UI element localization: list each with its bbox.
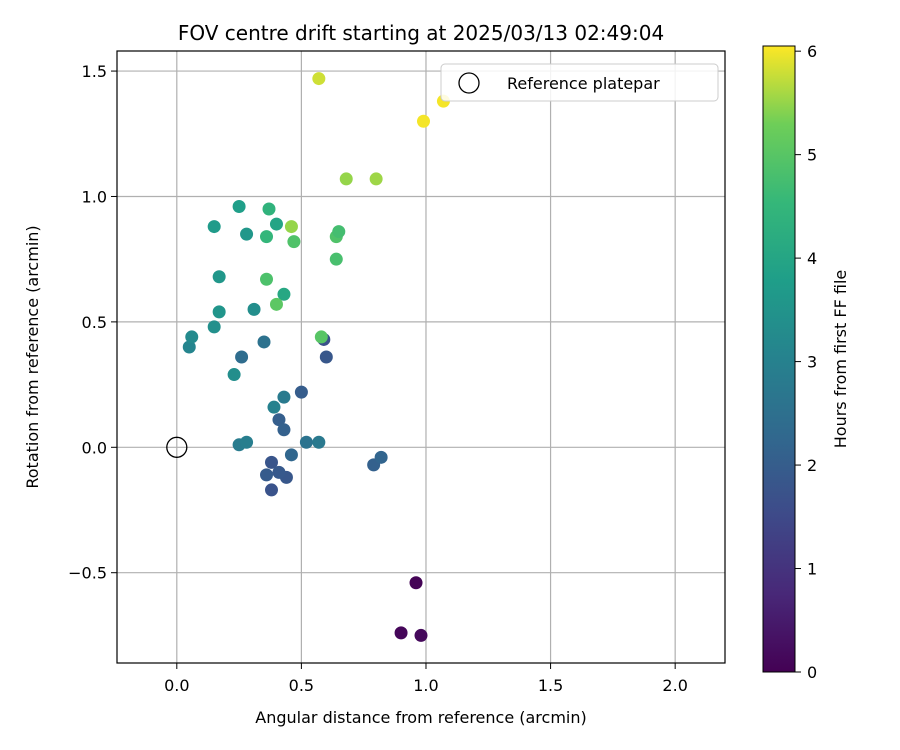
data-point xyxy=(264,455,278,469)
colorbar-gradient xyxy=(762,45,796,673)
data-point xyxy=(319,350,333,364)
data-point xyxy=(264,483,278,497)
data-point xyxy=(269,297,283,311)
data-point xyxy=(416,114,430,128)
y-tick-label: 1.0 xyxy=(82,187,107,206)
data-point xyxy=(284,220,298,234)
data-point xyxy=(212,270,226,284)
data-point xyxy=(269,217,283,231)
y-tick-label: 0.5 xyxy=(82,313,107,332)
x-axis-ticks: 0.0 0.5 1.0 1.5 2.0 xyxy=(164,663,688,695)
x-tick-label: 2.0 xyxy=(662,676,687,695)
data-point xyxy=(284,448,298,462)
legend-label-reference: Reference platepar xyxy=(507,74,660,93)
data-point xyxy=(227,368,241,382)
data-point xyxy=(329,252,343,266)
colorbar-label: Hours from first FF file xyxy=(831,270,850,449)
data-point xyxy=(207,320,221,334)
data-point xyxy=(312,72,326,86)
data-point xyxy=(262,202,276,216)
chart-title: FOV centre drift starting at 2025/03/13 … xyxy=(178,21,664,45)
data-point xyxy=(185,330,199,344)
reference-layer xyxy=(166,436,188,458)
legend-marker-open-circle-icon xyxy=(458,72,480,94)
colorbar-tick-label: 6 xyxy=(807,42,817,61)
data-point xyxy=(394,626,408,640)
data-point xyxy=(212,305,226,319)
data-point xyxy=(240,227,254,241)
x-axis-label: Angular distance from reference (arcmin) xyxy=(255,708,586,727)
data-point xyxy=(240,435,254,449)
data-point xyxy=(272,413,286,427)
data-point xyxy=(260,272,274,286)
reference-platepar-marker xyxy=(166,436,188,458)
data-point xyxy=(277,423,291,437)
data-point xyxy=(247,302,261,316)
y-tick-label: 1.5 xyxy=(82,62,107,81)
grid-lines xyxy=(117,51,725,663)
x-tick-label: 0.5 xyxy=(289,676,314,695)
legend-box xyxy=(440,63,719,102)
y-tick-label: 0.0 xyxy=(82,438,107,457)
data-point xyxy=(287,235,301,249)
data-points xyxy=(182,72,450,642)
colorbar-tick-label: 4 xyxy=(807,249,817,268)
colorbar-tick-label: 1 xyxy=(807,560,817,579)
data-point xyxy=(312,435,326,449)
colorbar: 0 1 2 3 4 5 6 Hours from first FF file xyxy=(762,42,850,682)
data-point xyxy=(277,390,291,404)
data-point xyxy=(267,400,281,414)
data-point xyxy=(294,385,308,399)
x-tick-label: 1.5 xyxy=(538,676,563,695)
data-point xyxy=(272,465,286,479)
data-point xyxy=(369,172,383,186)
data-point xyxy=(182,340,196,354)
data-point xyxy=(260,468,274,482)
data-point xyxy=(314,330,328,344)
colorbar-tick-label: 5 xyxy=(807,146,817,165)
colorbar-ticks: 0 1 2 3 4 5 6 xyxy=(795,42,817,682)
data-point xyxy=(374,450,388,464)
data-point xyxy=(332,225,346,239)
data-point xyxy=(207,220,221,234)
data-point xyxy=(409,576,423,590)
x-tick-label: 0.0 xyxy=(164,676,189,695)
y-axis-label: Rotation from reference (arcmin) xyxy=(23,225,42,488)
plot-frame xyxy=(116,50,726,664)
legend: Reference platepar xyxy=(440,63,719,102)
data-point xyxy=(235,350,249,364)
data-point xyxy=(232,200,246,214)
data-point xyxy=(277,287,291,301)
data-point xyxy=(339,172,353,186)
x-tick-label: 1.0 xyxy=(413,676,438,695)
data-point xyxy=(414,628,428,642)
colorbar-tick-label: 3 xyxy=(807,353,817,372)
colorbar-tick-label: 0 xyxy=(807,663,817,682)
data-point xyxy=(260,230,274,244)
y-axis-ticks: −0.5 0.0 0.5 1.0 1.5 xyxy=(68,62,117,583)
data-point xyxy=(257,335,271,349)
data-point xyxy=(299,435,313,449)
y-tick-label: −0.5 xyxy=(68,564,107,583)
colorbar-tick-label: 2 xyxy=(807,456,817,475)
